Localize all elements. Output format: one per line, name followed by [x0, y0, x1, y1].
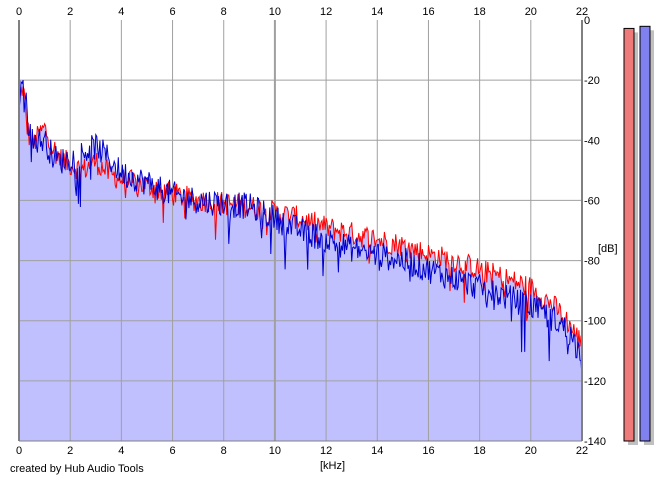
x-tick-label-top: 12 — [320, 6, 332, 18]
x-tick-labels-bottom: 0 2 4 6 8 10 12 14 16 18 20 22 — [16, 445, 588, 457]
y-tick-label: -140 — [584, 436, 606, 448]
level-meters — [623, 25, 654, 446]
x-tick-label-bottom: 12 — [320, 445, 332, 457]
y-tick-label: -40 — [584, 135, 600, 147]
level-meter — [623, 27, 635, 442]
x-tick-label-top: 10 — [269, 6, 281, 18]
spectrum-lines — [18, 79, 583, 378]
level-meter — [639, 25, 651, 442]
x-tick-label-top: 14 — [371, 6, 383, 18]
right-channel-line — [18, 79, 583, 378]
y-tick-label: -100 — [584, 316, 606, 328]
y-tick-labels: 0 -20 -40 -60 -80 -100 -120 -140 — [584, 15, 606, 448]
x-tick-labels-top: 0 2 4 6 8 10 12 14 16 18 20 22 — [16, 6, 588, 18]
x-tick-label-top: 4 — [118, 6, 124, 18]
x-tick-label-top: 0 — [16, 6, 22, 18]
x-tick-label-bottom: 10 — [269, 445, 281, 457]
x-tick-label-bottom: 0 — [16, 445, 22, 457]
x-tick-label-bottom: 20 — [525, 445, 537, 457]
y-tick-label: -120 — [584, 376, 606, 388]
y-tick-label: -80 — [584, 256, 600, 268]
credit-text: created by Hub Audio Tools — [10, 463, 144, 475]
x-tick-label-top: 16 — [422, 6, 434, 18]
x-tick-label-top: 2 — [67, 6, 73, 18]
x-tick-label-top: 22 — [576, 6, 588, 18]
x-tick-label-bottom: 22 — [576, 445, 588, 457]
plot-frame — [18, 20, 583, 442]
y-axis-label: [dB] — [598, 243, 618, 255]
x-axis-label: [kHz] — [320, 460, 345, 472]
x-tick-label-top: 18 — [474, 6, 486, 18]
x-tick-label-bottom: 14 — [371, 445, 383, 457]
x-tick-label-bottom: 4 — [118, 445, 124, 457]
left-channel-line — [18, 86, 583, 349]
y-tick-label: -20 — [584, 75, 600, 87]
x-tick-label-bottom: 2 — [67, 445, 73, 457]
x-tick-label-top: 8 — [221, 6, 227, 18]
x-tick-label-bottom: 16 — [422, 445, 434, 457]
y-tick-label: -60 — [584, 195, 600, 207]
x-tick-label-top: 6 — [169, 6, 175, 18]
y-tick-label: 0 — [584, 15, 590, 27]
x-tick-label-bottom: 18 — [474, 445, 486, 457]
x-tick-label-top: 20 — [525, 6, 537, 18]
x-tick-label-bottom: 8 — [221, 445, 227, 457]
x-tick-label-bottom: 6 — [169, 445, 175, 457]
grid-lines — [19, 20, 582, 441]
